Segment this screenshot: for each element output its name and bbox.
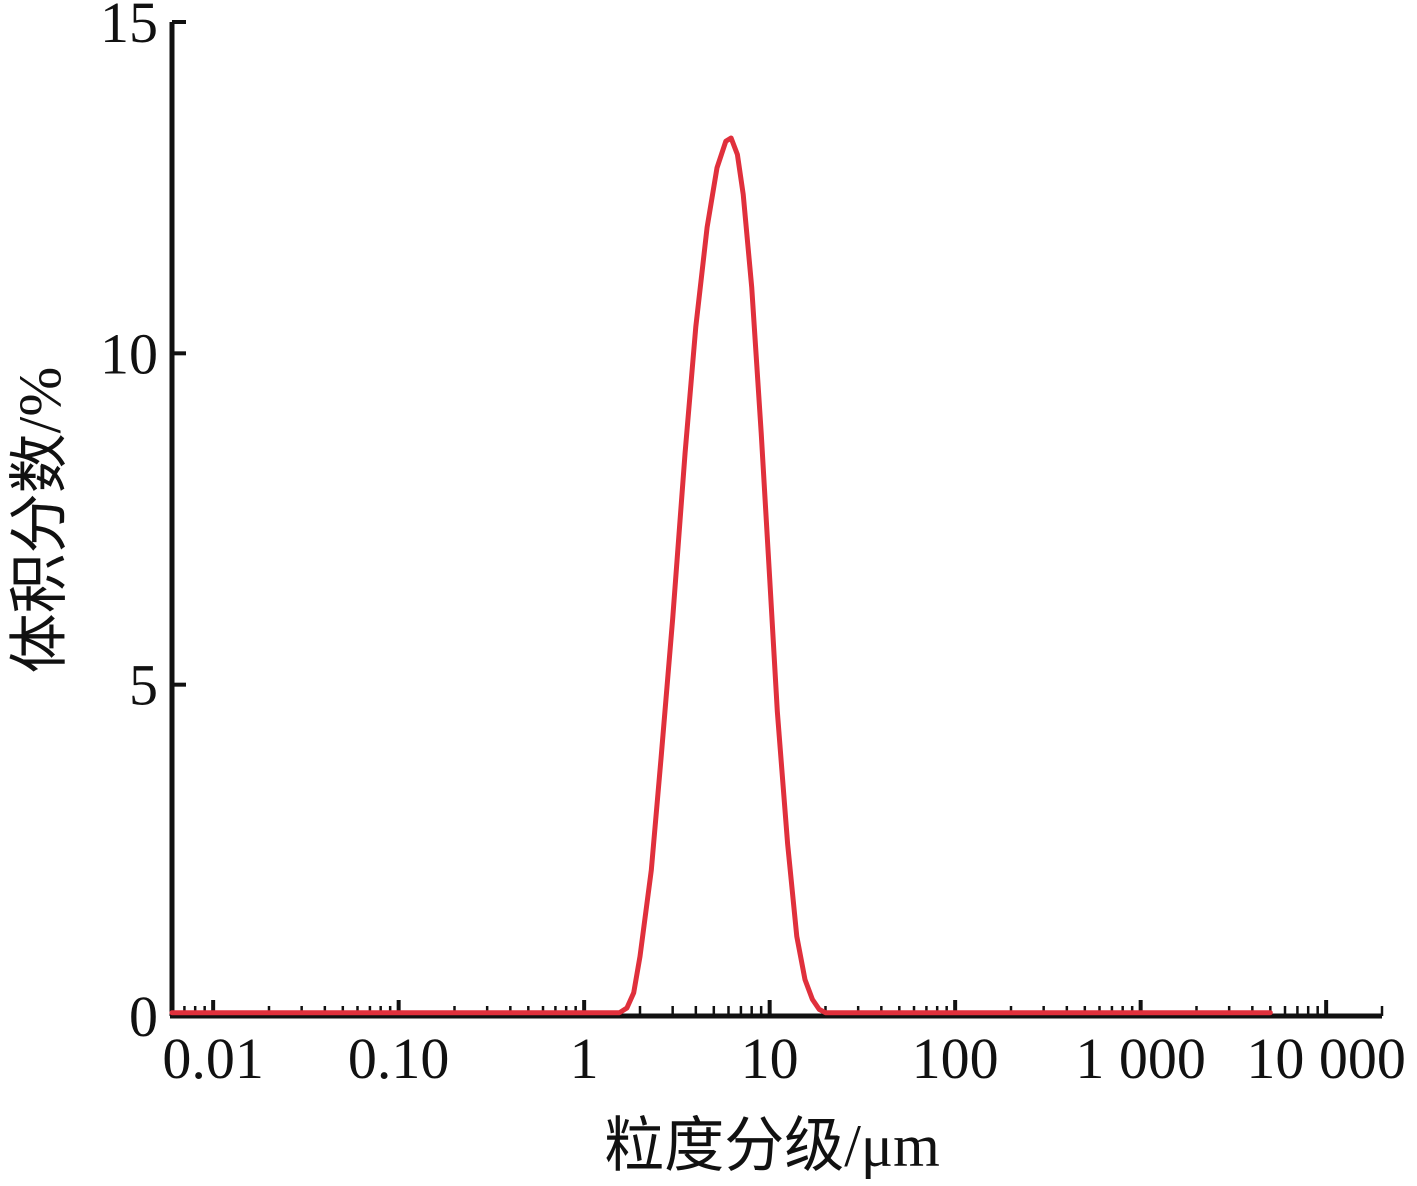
series-line	[169, 135, 1273, 1016]
x-tick-label: 1	[570, 1026, 599, 1091]
ticks: 0 5 10 15 0.01 0.10 1 10 100 1 000 10 000	[100, 0, 1406, 1091]
y-tick-label: 10	[100, 321, 158, 386]
axes	[169, 22, 1382, 1019]
y-tick-label: 5	[129, 653, 158, 718]
x-tick-label: 10	[741, 1026, 799, 1091]
x-tick-label: 100	[912, 1026, 999, 1091]
y-tick-label: 0	[129, 984, 158, 1049]
y-tick-label: 15	[100, 0, 158, 55]
x-tick-label: 10 000	[1246, 1026, 1406, 1091]
series-layer	[169, 135, 1273, 1016]
y-axis-title: 体积分数/%	[7, 367, 73, 674]
x-tick-label: 0.10	[348, 1026, 450, 1091]
x-axis-title: 粒度分级/μm	[604, 1113, 940, 1179]
x-tick-label: 1 000	[1075, 1026, 1206, 1091]
x-tick-label: 0.01	[162, 1026, 264, 1091]
